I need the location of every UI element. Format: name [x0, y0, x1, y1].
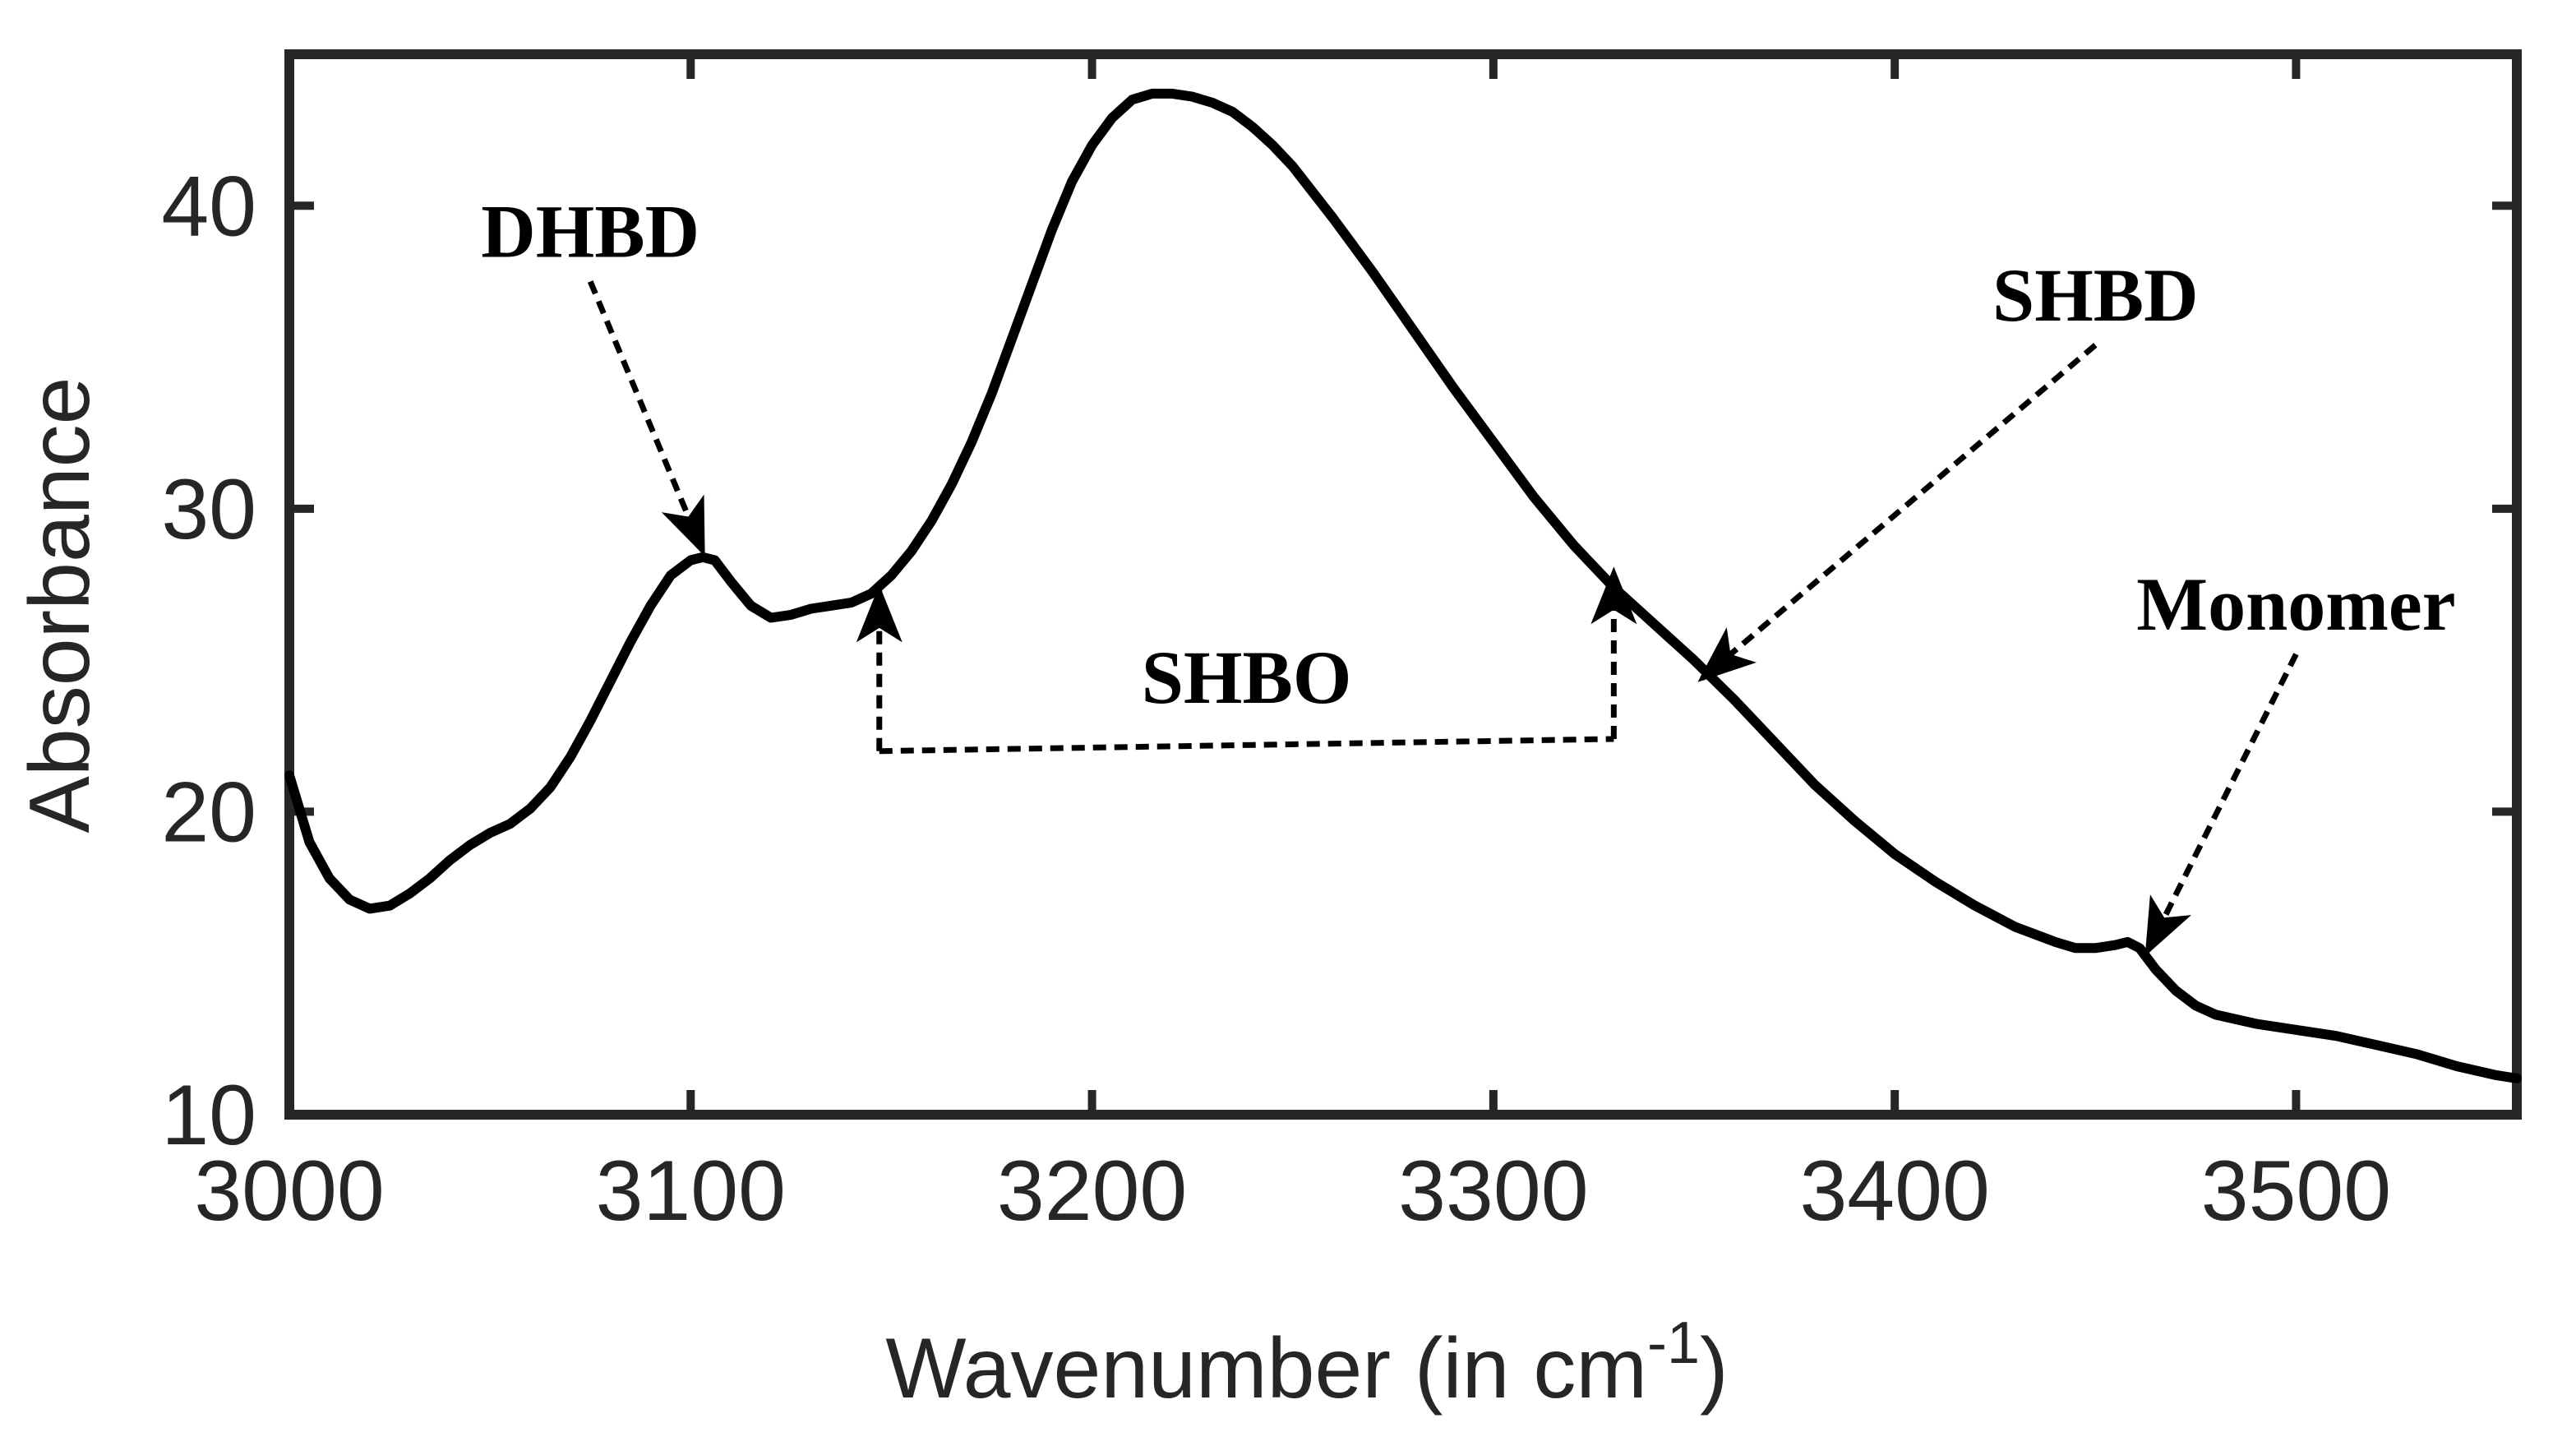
x-tick-label: 3500 — [2201, 1143, 2391, 1239]
labels-layer: Wavenumber (in cm-1) Absorbance — [12, 376, 1729, 1416]
shbo-bracket-base — [879, 736, 1614, 755]
x-tick-label: 3300 — [1398, 1143, 1588, 1239]
annotation-arrow-shbd — [1697, 343, 2098, 682]
annotation-label-dhbd: DHBD — [481, 189, 699, 273]
y-axis-label: Absorbance — [12, 376, 108, 833]
annotation-arrow-monomer — [2144, 653, 2299, 957]
x-tick-label: 3000 — [194, 1143, 384, 1239]
x-axis-label: Wavenumber (in cm-1) — [885, 1310, 1728, 1416]
annotation-label-shbo: SHBO — [1142, 635, 1352, 719]
x-tick-label: 3100 — [596, 1143, 786, 1239]
axes-layer: 3000 3100 3200 3300 3400 3500 10 20 30 40 — [161, 49, 2522, 1239]
x-tick-label: 3200 — [997, 1143, 1187, 1239]
annotation-arrow-dhbd — [587, 280, 706, 557]
y-tick-label: 20 — [161, 765, 256, 860]
x-tick-label: 3400 — [1799, 1143, 1989, 1239]
series-layer — [284, 88, 2522, 1083]
y-tick-label: 30 — [161, 462, 256, 557]
y-tick-label: 40 — [161, 159, 256, 254]
annotation-label-monomer: Monomer — [2136, 562, 2455, 646]
annotation-label-shbd: SHBD — [1992, 253, 2199, 337]
y-tick-label: 10 — [161, 1068, 256, 1163]
plot-frame — [284, 49, 2522, 1120]
spectrum-line — [284, 88, 2522, 1083]
annotations-layer: DHBD SHBD Monomer SHBO — [481, 189, 2456, 957]
